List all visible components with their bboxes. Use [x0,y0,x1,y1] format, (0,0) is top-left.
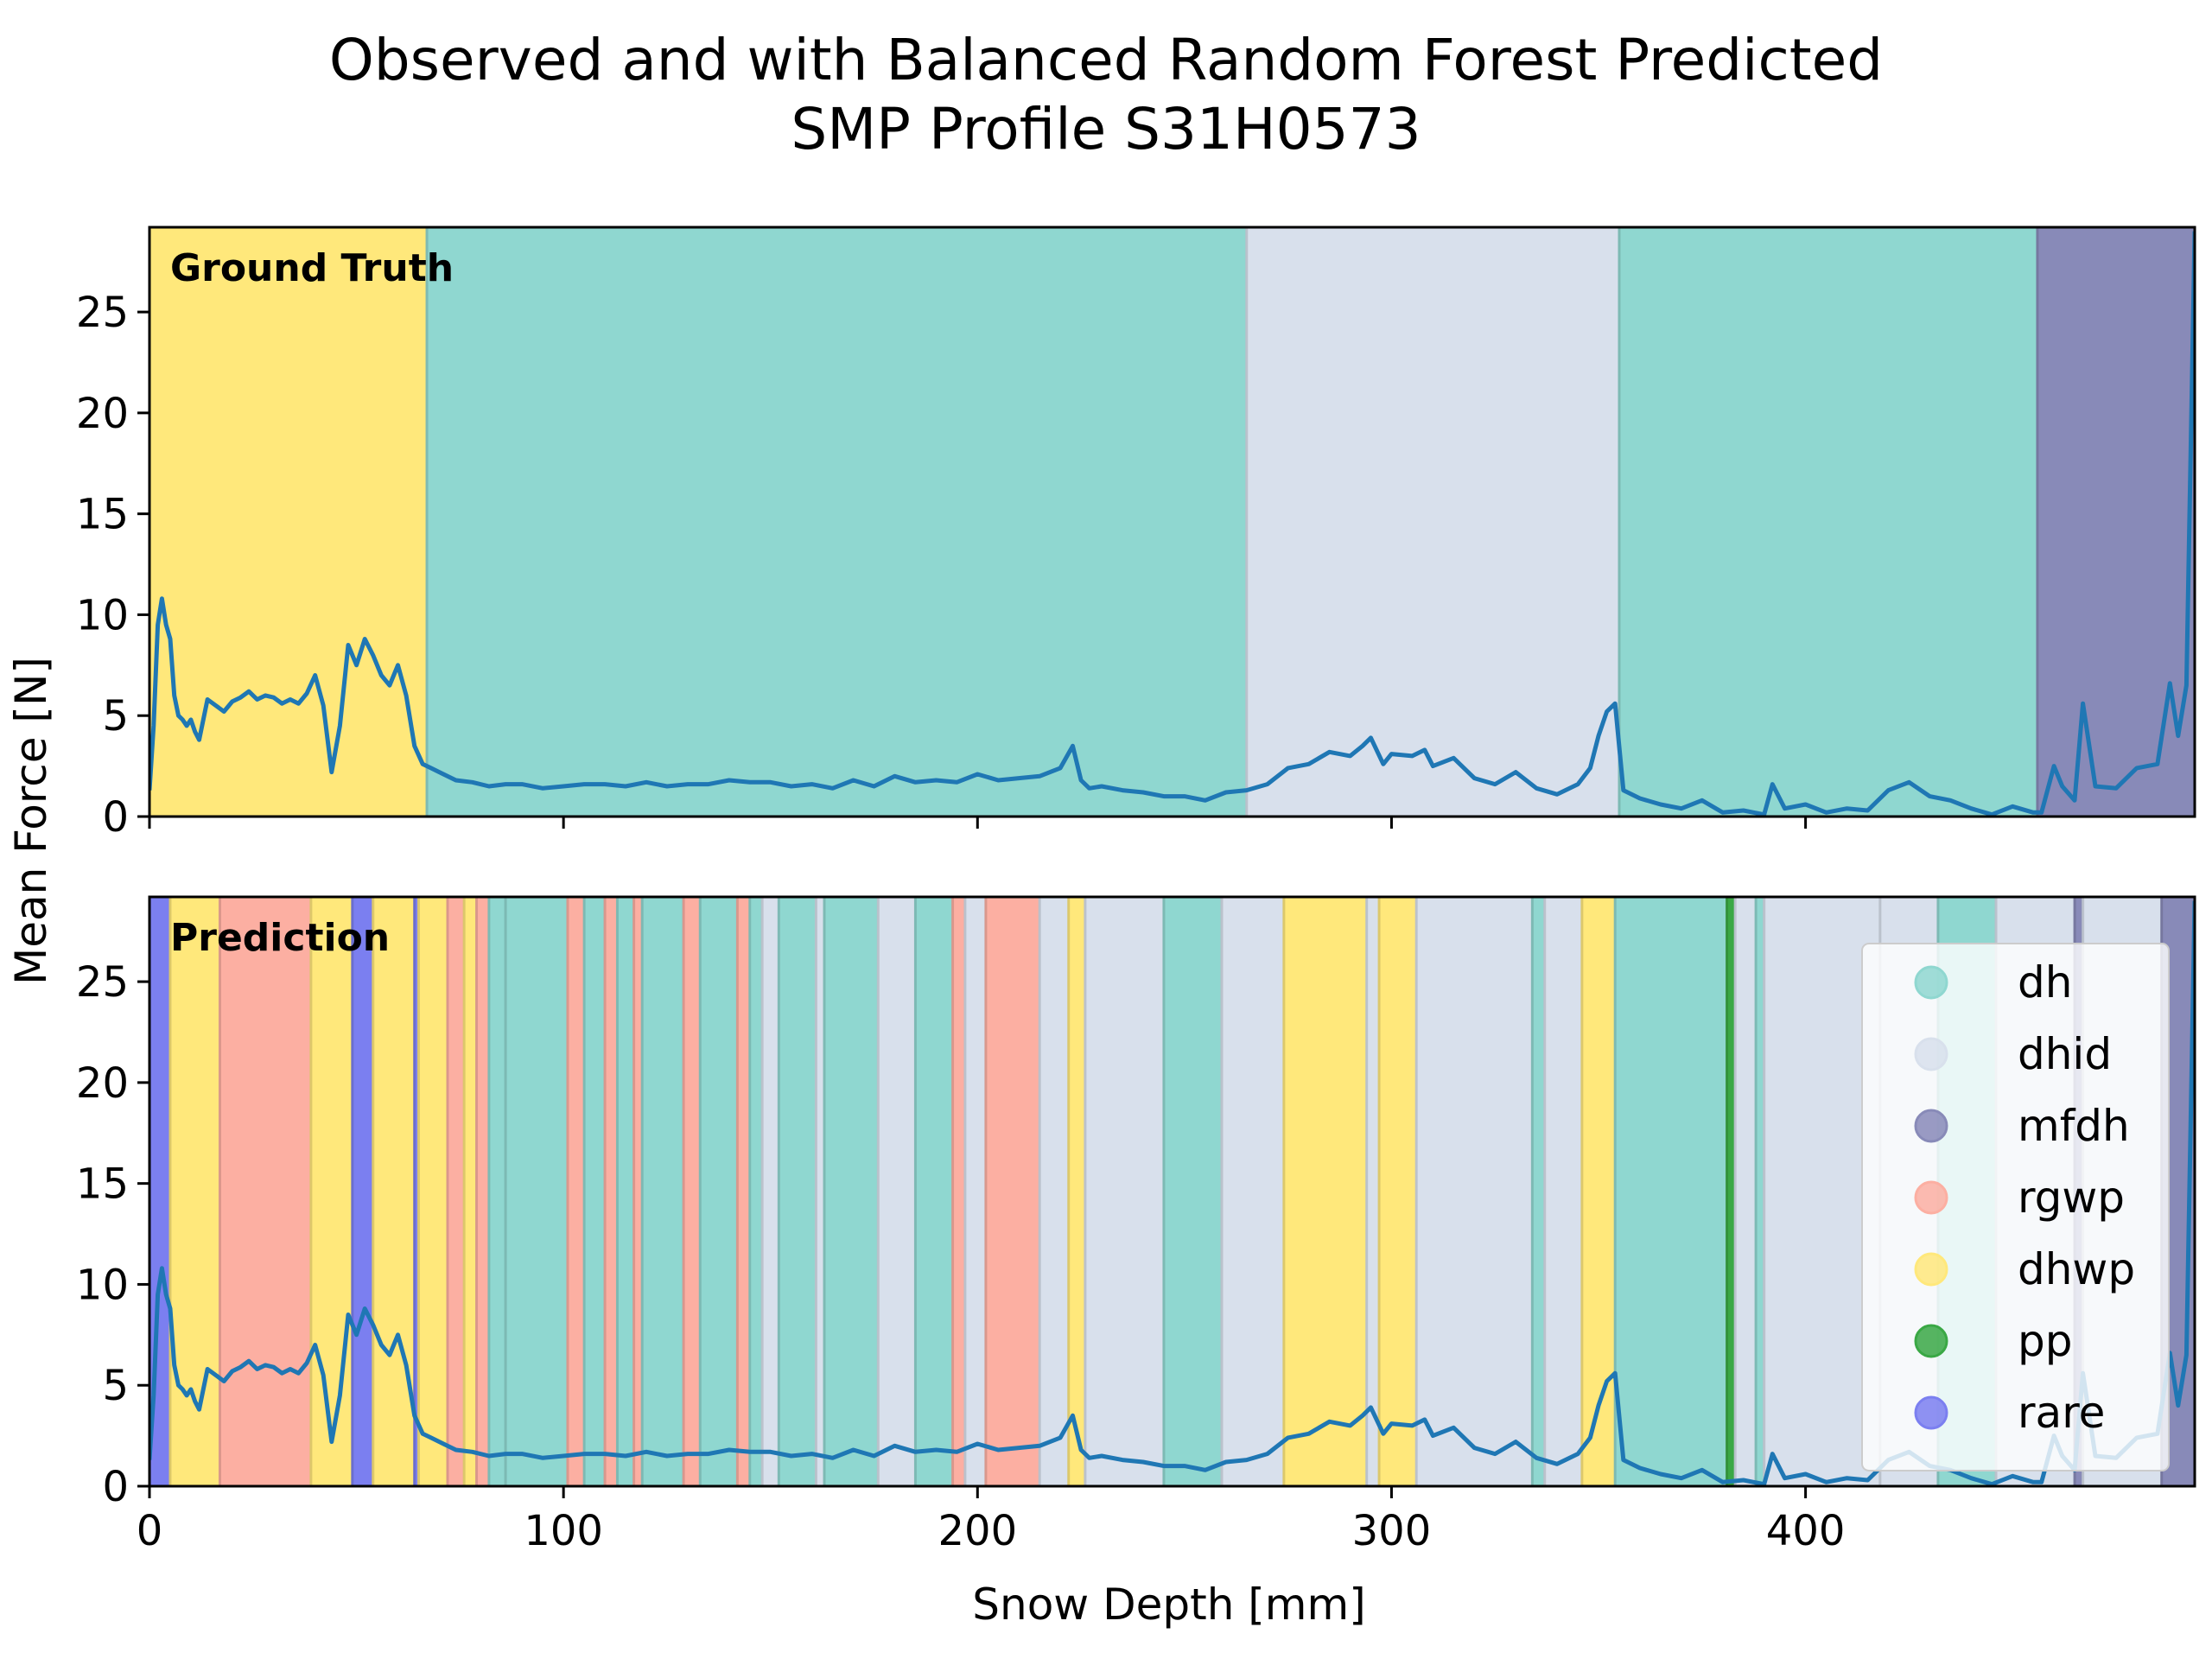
legend-label-dh: dh [2018,957,2072,1007]
segment-dh [426,227,1248,817]
segment-dhid [1221,897,1285,1486]
segment-dhid [964,897,987,1486]
y-tick-label: 25 [76,958,129,1007]
segment-dh [1163,897,1223,1486]
legend-label-rgwp: rgwp [2018,1173,2125,1223]
y-tick-label: 15 [76,1160,129,1209]
segment-dhwp [149,227,428,817]
segment-rgwp [219,897,312,1486]
segment-dh [488,897,506,1486]
ground-truth-panel: 0 5 10 15 20 25 Ground Truth [76,226,2196,842]
legend: dh dhid mfdh rgwp dhwp pp rare [1861,943,2170,1471]
y-tick-label: 0 [102,1463,129,1511]
segment-dh [823,897,880,1486]
class-segments [149,227,2195,817]
x-tick-label: 100 [524,1507,603,1555]
legend-label-pp: pp [2018,1316,2072,1366]
legend-marker-rgwp [1914,1180,1948,1215]
x-tick-label: 0 [137,1507,163,1555]
segment-dh [749,897,763,1486]
segment-dhid [1084,897,1165,1486]
legend-marker-dh [1914,965,1948,1000]
legend-marker-rare [1914,1395,1948,1430]
legend-marker-dhid [1914,1037,1948,1071]
segment-dhid [1415,897,1534,1486]
segment-dh [583,897,606,1486]
x-tick-label: 400 [1766,1507,1846,1555]
segment-dh [914,897,954,1486]
segment-dhid [1245,227,1620,817]
segment-mfdh [2037,227,2195,817]
segment-rgwp [475,897,490,1486]
y-tick-label: 25 [76,289,129,337]
segment-rgwp [951,897,966,1486]
axes-frame [148,895,2196,1488]
segment-rgwp [447,897,465,1486]
x-axis-label: Snow Depth [mm] [972,1580,1366,1630]
y-tick-label: 20 [76,1059,129,1108]
segment-dhwp [1378,897,1417,1486]
x-tick-label: 300 [1352,1507,1432,1555]
segment-dhwp [1067,897,1086,1486]
y-tick-label: 10 [76,591,129,639]
segment-dhid [877,897,917,1486]
panel-label: Prediction [170,916,390,960]
segment-rgwp [567,897,585,1486]
segment-dh [505,897,569,1486]
segment-dhwp [417,897,448,1486]
segment-dhid [1365,897,1380,1486]
segment-dh [1531,897,1546,1486]
segment-dhid [1543,897,1583,1486]
legend-label-mfdh: mfdh [2018,1101,2130,1151]
segment-dh [778,897,817,1486]
x-tick-label: 200 [938,1507,1017,1555]
segment-dhid [1763,897,1881,1486]
force-line [149,900,2195,1486]
legend-marker-mfdh [1914,1109,1948,1143]
axes-frame [148,226,2196,818]
segment-dh [1618,227,2038,817]
panel-label: Ground Truth [170,246,454,290]
legend-marker-dhwp [1914,1252,1948,1287]
legend-label-dhwp: dhwp [2018,1244,2135,1294]
y-tick-label: 5 [102,1362,129,1410]
segment-dhid [1734,897,1757,1486]
force-line [149,231,2195,817]
segment-dhid [761,897,780,1486]
segment-dhwp [1283,897,1368,1486]
segment-dhwp [1581,897,1616,1486]
segment-dhid [1039,897,1070,1486]
y-tick-label: 5 [102,692,129,741]
segment-dh [1614,897,1728,1486]
y-tick-label: 0 [102,793,129,842]
segment-dh [616,897,635,1486]
segment-rgwp [683,897,702,1486]
segment-rare [352,897,374,1486]
legend-label-rare: rare [2018,1388,2105,1438]
segment-dhwp [310,897,353,1486]
segment-rgwp [604,897,619,1486]
chart-title-line-1: Observed and with Balanced Random Forest… [328,27,1884,93]
y-axis-label: Mean Force [N] [6,657,56,985]
segment-rgwp [736,897,751,1486]
y-tick-label: 15 [76,491,129,539]
y-tick-label: 10 [76,1261,129,1309]
segment-dh [699,897,739,1486]
y-tick-label: 20 [76,390,129,438]
legend-marker-pp [1914,1324,1948,1358]
segment-rgwp [985,897,1040,1486]
segment-dh [641,897,684,1486]
segment-dhwp [463,897,478,1486]
segment-dhwp [372,897,416,1486]
legend-label-dhid: dhid [2018,1029,2112,1079]
chart-title-line-2: SMP Profile S31H0573 [791,96,1421,162]
